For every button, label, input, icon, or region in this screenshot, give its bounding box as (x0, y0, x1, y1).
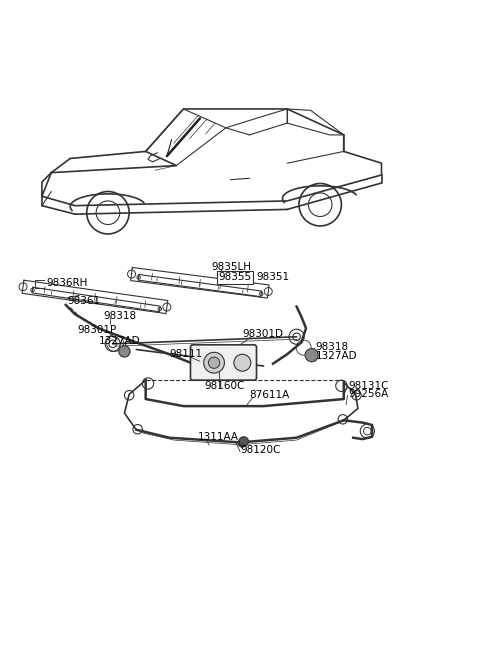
Text: 98301P: 98301P (77, 325, 117, 335)
Circle shape (204, 352, 225, 373)
Text: 98131C: 98131C (348, 381, 389, 391)
Text: 98120C: 98120C (240, 444, 280, 454)
Circle shape (208, 357, 220, 368)
Circle shape (119, 346, 130, 357)
Text: 98318: 98318 (315, 342, 348, 352)
Circle shape (234, 354, 251, 371)
Text: 98355: 98355 (219, 272, 252, 282)
Circle shape (239, 437, 249, 446)
Text: 98301D: 98301D (242, 330, 283, 340)
Text: 9835LH: 9835LH (212, 262, 252, 272)
Text: 98160C: 98160C (204, 381, 245, 391)
Text: 98111: 98111 (169, 349, 203, 359)
Text: 87611A: 87611A (250, 390, 290, 400)
Text: 99256A: 99256A (348, 389, 389, 399)
Circle shape (305, 348, 318, 362)
Text: 98351: 98351 (256, 272, 289, 282)
Text: 98318: 98318 (103, 312, 136, 322)
Text: 98361: 98361 (68, 296, 101, 306)
Text: 9836RH: 9836RH (47, 278, 88, 288)
FancyBboxPatch shape (191, 345, 256, 380)
Text: 1311AA: 1311AA (198, 432, 239, 442)
Text: 1327AD: 1327AD (98, 336, 140, 346)
Text: 1327AD: 1327AD (315, 350, 357, 361)
Circle shape (238, 439, 247, 447)
